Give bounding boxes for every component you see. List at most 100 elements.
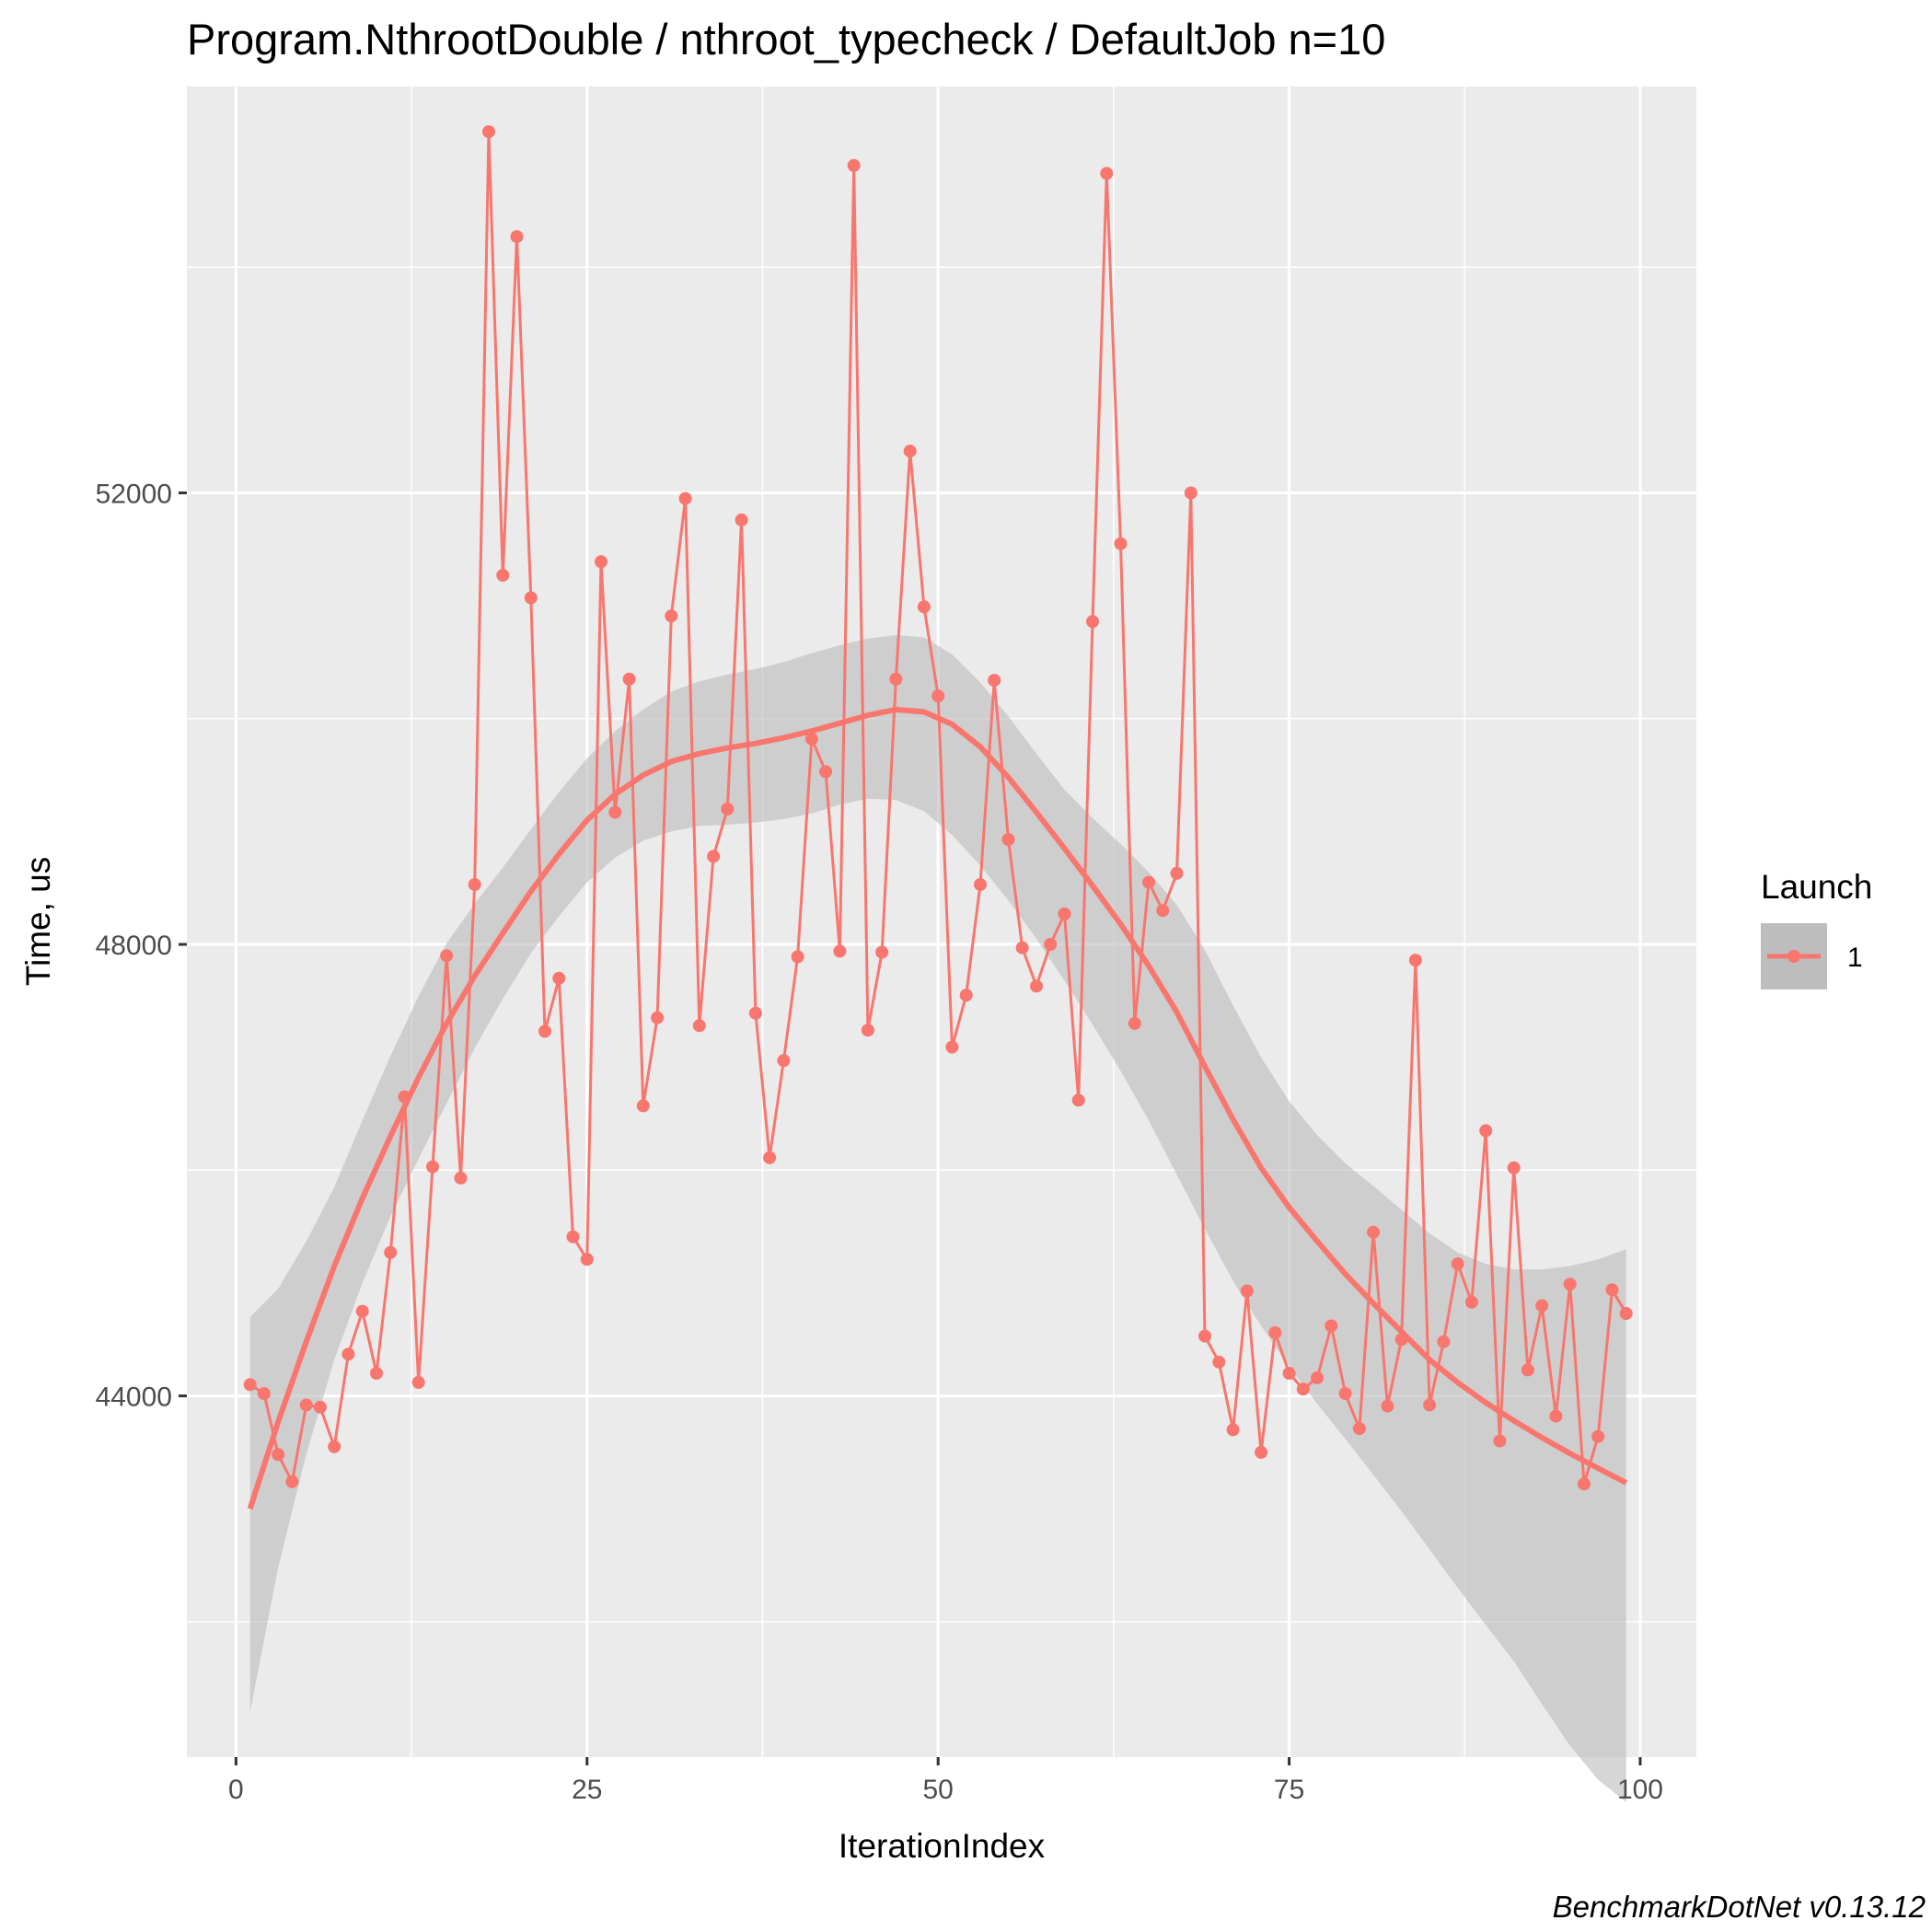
data-point: [1226, 1423, 1240, 1437]
data-point: [272, 1448, 285, 1462]
data-point: [384, 1245, 398, 1259]
data-point: [833, 944, 847, 958]
data-point: [1338, 1387, 1352, 1401]
data-point: [398, 1090, 411, 1104]
legend-key-point: [1787, 950, 1800, 963]
data-point: [763, 1151, 777, 1164]
x-tick-label: 50: [922, 1775, 953, 1805]
data-point: [426, 1160, 439, 1174]
data-point: [1619, 1307, 1633, 1320]
data-point: [328, 1440, 341, 1453]
data-points: [243, 125, 1633, 1491]
data-point: [595, 555, 607, 569]
data-point: [959, 989, 973, 1002]
data-point: [707, 850, 721, 863]
data-point: [1296, 1382, 1310, 1396]
data-point: [257, 1387, 271, 1401]
data-point: [1451, 1257, 1464, 1271]
data-point: [1535, 1299, 1549, 1313]
data-point: [370, 1367, 383, 1380]
data-point: [678, 492, 692, 505]
data-point: [1479, 1124, 1493, 1138]
data-point: [496, 569, 510, 582]
data-point: [454, 1171, 468, 1185]
data-point: [1255, 1445, 1268, 1459]
data-point: [411, 1375, 425, 1389]
data-point: [1128, 1016, 1141, 1030]
data-point: [777, 1054, 791, 1068]
data-point: [1437, 1335, 1451, 1348]
data-point: [1282, 1367, 1296, 1380]
data-point: [1423, 1398, 1437, 1412]
legend: Launch 1: [1761, 868, 1872, 989]
data-point: [974, 878, 987, 891]
data-point: [1578, 1477, 1591, 1491]
data-point: [1086, 615, 1099, 629]
y-tick-label: 44000: [96, 1382, 172, 1413]
data-point: [1549, 1409, 1563, 1423]
data-point: [651, 1011, 665, 1024]
data-point: [847, 158, 861, 172]
data-point: [1114, 537, 1128, 550]
x-tick-label: 25: [572, 1775, 602, 1805]
y-tick-label: 48000: [96, 931, 172, 961]
data-point: [1212, 1355, 1226, 1369]
data-point: [1311, 1371, 1325, 1384]
data-point: [440, 949, 454, 963]
data-point: [1044, 938, 1058, 951]
data-point: [1464, 1295, 1478, 1309]
data-point: [861, 1024, 874, 1037]
data-point: [538, 1024, 551, 1038]
caption: BenchmarkDotNet v0.13.12: [1553, 1890, 1926, 1924]
data-point: [748, 1006, 762, 1020]
data-point: [1381, 1399, 1394, 1413]
data-point: [945, 1040, 959, 1054]
data-point: [692, 1019, 706, 1033]
data-point: [552, 971, 566, 985]
data-point: [482, 125, 495, 139]
data-point: [566, 1230, 580, 1244]
data-point: [243, 1378, 257, 1392]
data-point: [1352, 1422, 1366, 1436]
y-axis-title: Time, us: [19, 857, 57, 986]
data-point: [1142, 875, 1155, 889]
data-point: [1507, 1161, 1521, 1174]
x-axis: 0 25 50 75 100: [228, 1757, 1663, 1805]
confidence-band: [249, 635, 1626, 1803]
data-point: [988, 674, 1001, 688]
data-point: [1100, 167, 1114, 180]
data-point: [285, 1475, 299, 1488]
data-point: [608, 805, 622, 819]
x-tick-label: 100: [1617, 1775, 1663, 1805]
data-point: [1071, 1093, 1085, 1107]
data-point: [636, 1099, 650, 1113]
data-point: [510, 230, 524, 244]
data-point: [1325, 1319, 1338, 1333]
data-point: [1156, 904, 1170, 918]
y-axis: 44000 48000 52000: [96, 479, 187, 1413]
y-tick-label: 52000: [96, 479, 172, 509]
data-point: [1198, 1329, 1211, 1343]
data-point: [665, 609, 678, 623]
data-point: [1058, 907, 1071, 920]
x-axis-title: IterationIndex: [839, 1827, 1046, 1865]
data-point: [931, 689, 945, 703]
data-point: [1605, 1283, 1619, 1297]
data-point: [355, 1304, 369, 1318]
data-point: [1493, 1434, 1507, 1448]
data-point: [1591, 1429, 1605, 1443]
data-point: [1408, 954, 1422, 967]
legend-title: Launch: [1761, 868, 1872, 906]
data-point: [819, 765, 833, 779]
data-point: [1240, 1284, 1254, 1298]
data-point: [1170, 866, 1184, 880]
data-point: [791, 950, 804, 964]
data-point: [468, 878, 481, 891]
data-point: [580, 1253, 594, 1267]
x-tick-label: 75: [1274, 1775, 1304, 1805]
data-point: [889, 672, 903, 686]
data-point: [721, 802, 735, 816]
data-point: [1268, 1325, 1282, 1339]
data-point: [1563, 1278, 1577, 1291]
